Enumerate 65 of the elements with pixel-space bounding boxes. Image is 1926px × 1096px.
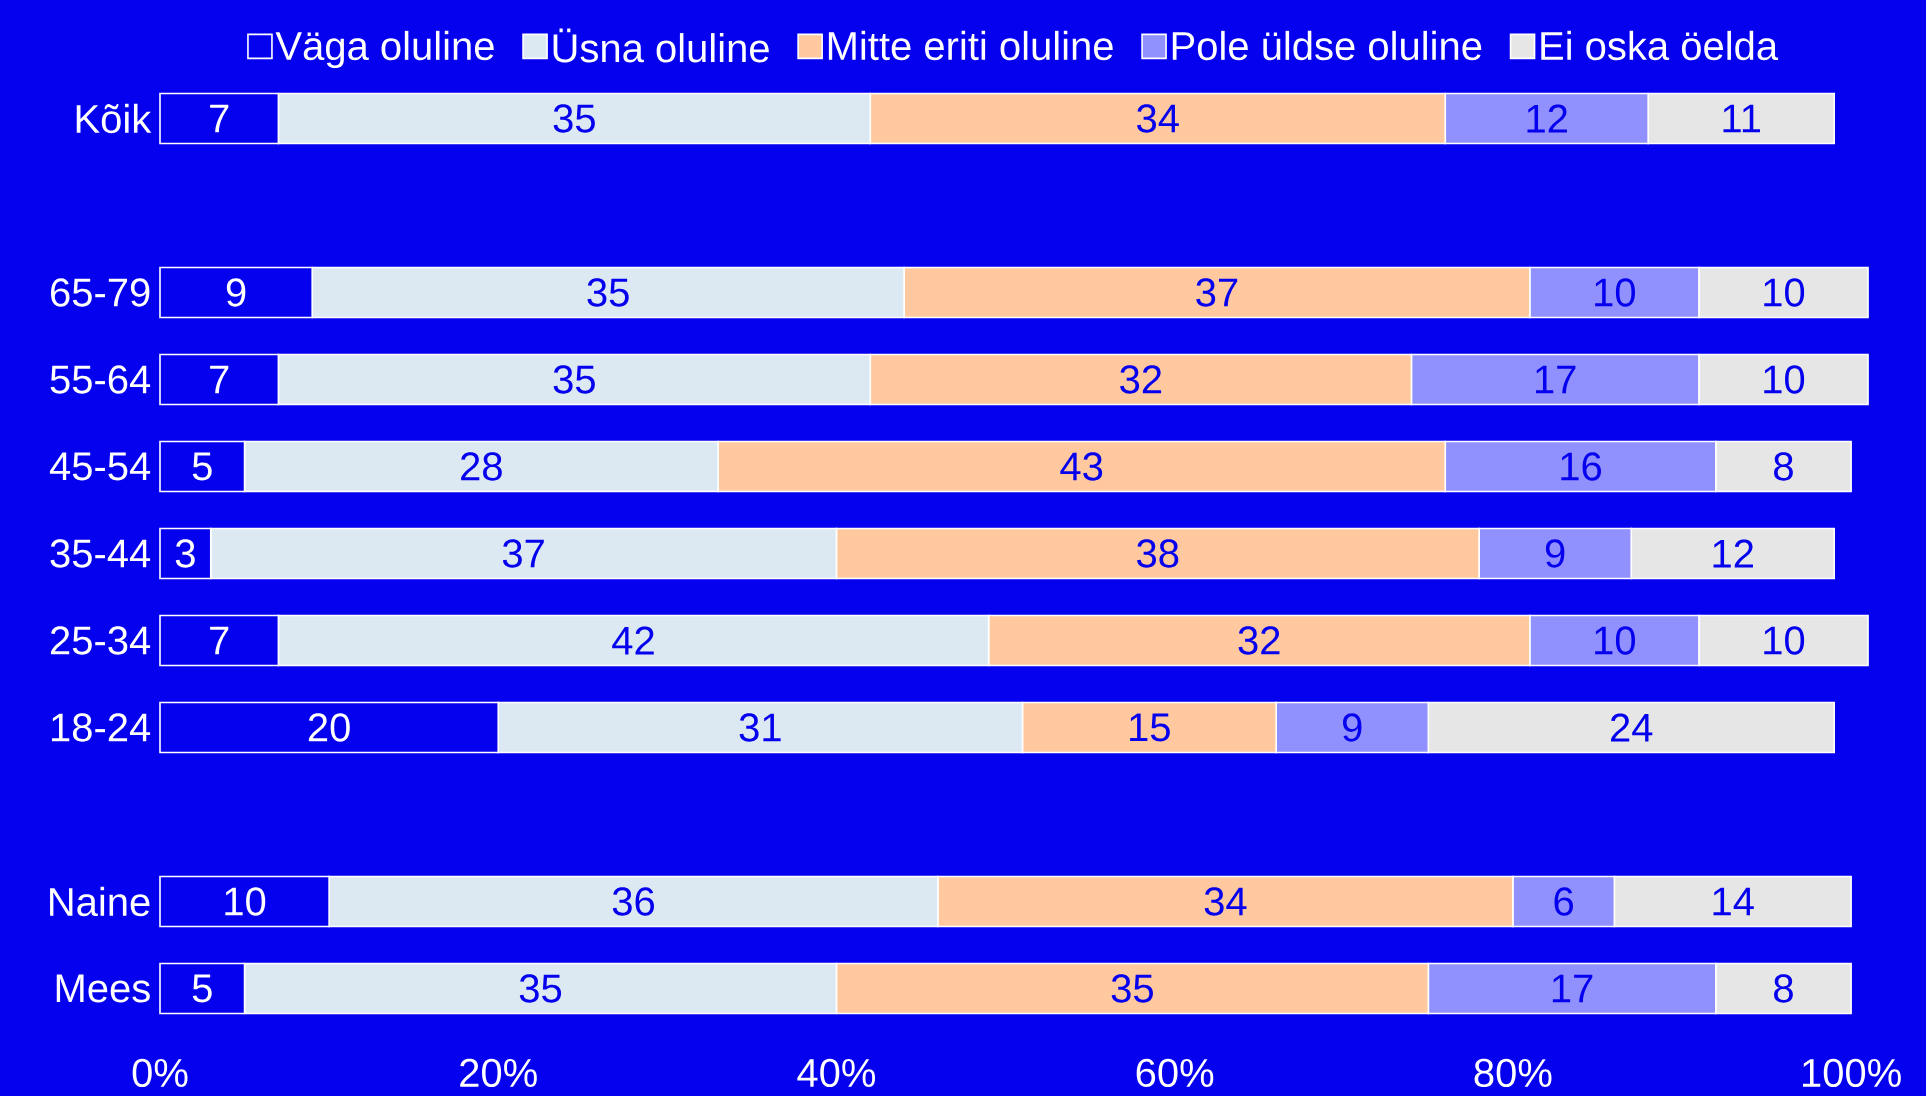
data-label: 42 (612, 626, 654, 655)
data-label: 37 (502, 539, 544, 568)
y-tick-label: 65-79 (51, 278, 150, 307)
data-label: 7 (210, 365, 229, 394)
legend-label: Mitte eriti oluline (828, 30, 1113, 61)
data-label: 8 (1774, 452, 1793, 481)
data-label: 7 (210, 626, 229, 655)
y-tick-label: 55-64 (50, 365, 151, 394)
data-label: 12 (1527, 104, 1567, 133)
data-label: 6 (1554, 887, 1573, 916)
data-label: 10 (1595, 278, 1636, 307)
y-tick-label: 25-34 (51, 626, 151, 655)
y-tick-label: Mees (56, 974, 150, 1003)
data-label: 35 (1111, 974, 1153, 1003)
x-tick-label: 40% (797, 1058, 876, 1088)
data-label: 9 (1342, 713, 1362, 742)
data-label: 24 (1611, 713, 1653, 742)
data-label: 11 (1723, 104, 1761, 133)
data-label: 43 (1060, 452, 1103, 481)
data-label: 14 (1713, 887, 1754, 916)
x-tick-label: 20% (460, 1058, 537, 1088)
x-tick-label: 60% (1136, 1058, 1214, 1088)
data-label: 7 (210, 104, 229, 133)
data-label: 36 (612, 887, 654, 916)
data-label: 17 (1535, 365, 1576, 394)
x-tick-label: 80% (1474, 1058, 1552, 1088)
y-tick-label: 35-44 (50, 539, 151, 568)
data-label: 17 (1552, 974, 1593, 1003)
data-label: 10 (1764, 626, 1805, 655)
data-label: 35 (553, 104, 595, 133)
x-tick-label: 0% (132, 1058, 188, 1088)
y-tick-label: Kõik (76, 103, 152, 134)
data-label: 9 (226, 278, 246, 307)
data-label: 15 (1130, 713, 1170, 742)
data-label: 37 (1196, 278, 1238, 307)
data-label: 16 (1561, 452, 1602, 481)
legend-label: Pole üldse oluline (1172, 30, 1482, 61)
data-label: 38 (1137, 539, 1179, 568)
data-label: 9 (1545, 539, 1565, 568)
legend-label: Üsna oluline (553, 28, 769, 63)
y-tick-label: 18-24 (52, 713, 151, 742)
x-tick-label: 100% (1803, 1058, 1901, 1088)
data-label: 20 (308, 713, 350, 742)
data-label: 35 (553, 365, 595, 394)
data-label: 12 (1713, 539, 1753, 568)
legend-label: Ei oska öelda (1541, 30, 1779, 61)
data-label: 10 (1595, 626, 1636, 655)
y-tick-label: Naine (50, 886, 150, 917)
data-label: 32 (1120, 365, 1162, 394)
data-label: 10 (225, 887, 266, 916)
data-label: 8 (1774, 974, 1793, 1003)
data-label: 35 (519, 974, 562, 1003)
legend-label: Väga oluline (275, 30, 494, 69)
data-label: 10 (1764, 278, 1805, 307)
data-label: 34 (1137, 104, 1179, 133)
y-tick-label: 45-54 (49, 452, 151, 481)
data-label: 5 (192, 452, 212, 481)
data-label: 28 (461, 452, 502, 481)
data-label: 10 (1764, 365, 1805, 394)
data-label: 32 (1238, 626, 1280, 655)
data-label: 5 (192, 974, 212, 1003)
data-label: 35 (587, 278, 629, 307)
data-label: 3 (175, 539, 195, 568)
data-label: 34 (1204, 887, 1247, 916)
data-label: 31 (739, 713, 781, 742)
